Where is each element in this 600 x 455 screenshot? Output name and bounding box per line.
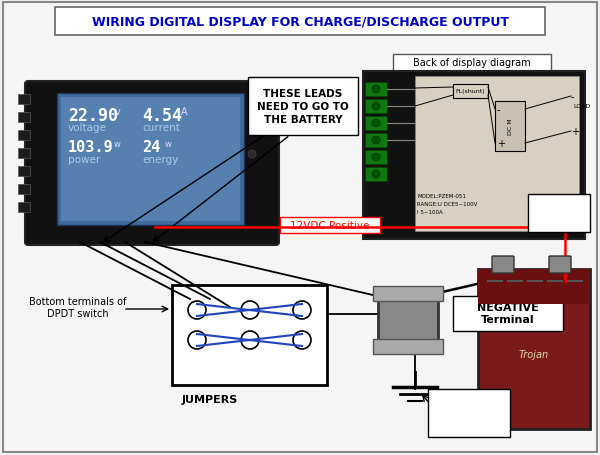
- Text: v: v: [115, 107, 121, 117]
- Text: power: power: [68, 155, 100, 165]
- FancyBboxPatch shape: [378, 291, 438, 349]
- Text: 24: 24: [142, 140, 160, 155]
- FancyBboxPatch shape: [248, 78, 358, 136]
- Circle shape: [372, 154, 380, 162]
- FancyBboxPatch shape: [495, 102, 525, 152]
- FancyBboxPatch shape: [25, 82, 279, 245]
- FancyBboxPatch shape: [55, 8, 545, 36]
- Text: w: w: [114, 140, 121, 149]
- Text: THESE LEADS
NEED TO GO TO
THE BATTERY: THESE LEADS NEED TO GO TO THE BATTERY: [257, 89, 349, 125]
- Text: DC M: DC M: [508, 118, 512, 135]
- Text: I 5~100A: I 5~100A: [417, 210, 443, 215]
- Text: POSITIVE
Terminal: POSITIVE Terminal: [532, 203, 586, 224]
- FancyBboxPatch shape: [393, 55, 551, 72]
- Text: 103.9: 103.9: [68, 140, 113, 155]
- Circle shape: [248, 151, 256, 159]
- Text: JUMPERS: JUMPERS: [182, 394, 238, 404]
- FancyBboxPatch shape: [18, 95, 30, 105]
- Circle shape: [372, 171, 380, 179]
- FancyBboxPatch shape: [373, 286, 443, 301]
- Circle shape: [241, 301, 259, 319]
- Text: MODEL:PZEM-051: MODEL:PZEM-051: [417, 194, 466, 199]
- Text: -: -: [571, 92, 575, 102]
- FancyBboxPatch shape: [549, 257, 571, 273]
- FancyBboxPatch shape: [61, 98, 240, 222]
- FancyBboxPatch shape: [280, 217, 380, 233]
- Circle shape: [372, 136, 380, 145]
- FancyBboxPatch shape: [18, 185, 30, 195]
- Text: current: current: [142, 123, 180, 133]
- FancyBboxPatch shape: [3, 3, 597, 452]
- Text: 22.90: 22.90: [68, 107, 118, 125]
- FancyBboxPatch shape: [415, 77, 579, 232]
- FancyBboxPatch shape: [57, 94, 244, 226]
- Text: w: w: [165, 140, 172, 149]
- FancyBboxPatch shape: [428, 389, 510, 437]
- Text: WIRING DIGITAL DISPLAY FOR CHARGE/DISCHARGE OUTPUT: WIRING DIGITAL DISPLAY FOR CHARGE/DISCHA…: [91, 15, 509, 28]
- Text: Trojan: Trojan: [519, 349, 549, 359]
- Text: +: +: [571, 127, 579, 136]
- Text: NEGATIVE
Terminal: NEGATIVE Terminal: [477, 303, 539, 324]
- Circle shape: [293, 331, 311, 349]
- FancyBboxPatch shape: [373, 339, 443, 354]
- Text: FL(shunt): FL(shunt): [455, 89, 485, 94]
- FancyBboxPatch shape: [18, 149, 30, 159]
- FancyBboxPatch shape: [453, 85, 488, 99]
- Text: FRAME
GROUND
(LOAD): FRAME GROUND (LOAD): [443, 396, 494, 430]
- Text: A: A: [181, 107, 188, 117]
- Text: voltage: voltage: [68, 123, 107, 133]
- Circle shape: [188, 331, 206, 349]
- Text: Back of display diagram: Back of display diagram: [413, 58, 531, 68]
- FancyBboxPatch shape: [365, 83, 387, 97]
- FancyBboxPatch shape: [365, 117, 387, 131]
- Text: +: +: [497, 139, 505, 149]
- FancyBboxPatch shape: [18, 131, 30, 141]
- FancyBboxPatch shape: [172, 285, 327, 385]
- FancyBboxPatch shape: [365, 167, 387, 182]
- FancyBboxPatch shape: [492, 257, 514, 273]
- FancyBboxPatch shape: [453, 296, 563, 331]
- FancyBboxPatch shape: [18, 202, 30, 212]
- FancyBboxPatch shape: [365, 100, 387, 114]
- Text: 12VDC Positive: 12VDC Positive: [290, 221, 370, 231]
- Circle shape: [372, 120, 380, 128]
- Text: RANGE:U DCE5~100V: RANGE:U DCE5~100V: [417, 202, 478, 207]
- Circle shape: [293, 301, 311, 319]
- Circle shape: [241, 331, 259, 349]
- FancyBboxPatch shape: [18, 113, 30, 123]
- Text: energy: energy: [142, 155, 178, 165]
- Circle shape: [188, 301, 206, 319]
- FancyBboxPatch shape: [365, 134, 387, 148]
- FancyBboxPatch shape: [478, 269, 590, 429]
- Text: Bottom terminals of
DPDT switch: Bottom terminals of DPDT switch: [29, 297, 127, 318]
- Circle shape: [372, 103, 380, 111]
- FancyBboxPatch shape: [365, 151, 387, 165]
- Text: 4.54: 4.54: [142, 107, 182, 125]
- FancyBboxPatch shape: [528, 195, 590, 233]
- FancyBboxPatch shape: [478, 269, 590, 304]
- FancyBboxPatch shape: [363, 72, 585, 239]
- Circle shape: [372, 86, 380, 94]
- Text: -: -: [497, 105, 500, 115]
- Text: LOAD: LOAD: [573, 104, 590, 109]
- FancyBboxPatch shape: [18, 167, 30, 177]
